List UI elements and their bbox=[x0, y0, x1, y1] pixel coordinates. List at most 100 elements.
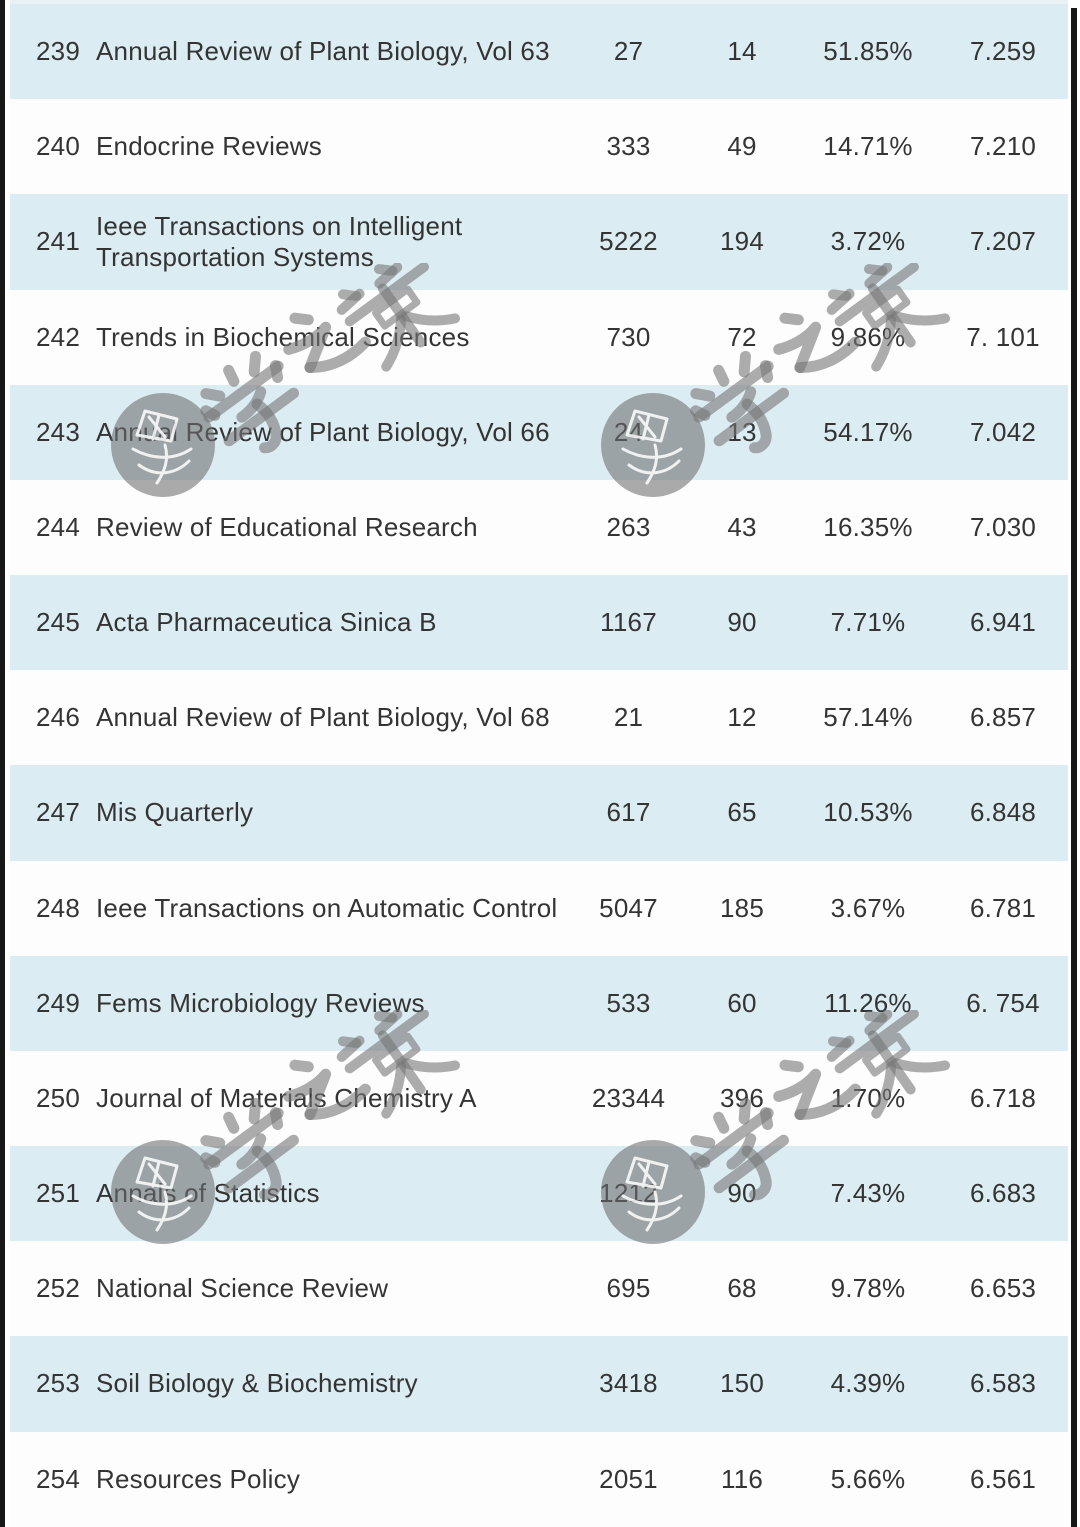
table-row: 242 Trends in Biochemical Sciences 730 72 9.… bbox=[10, 289, 1068, 385]
percent-cell: 7.71% bbox=[830, 607, 906, 638]
score-cell: 6.848 bbox=[969, 797, 1037, 828]
table-row: 252 National Science Review 695 68 9.78% 6.65… bbox=[10, 1241, 1068, 1337]
table-row: 250 Journal of Materials Chemistry A 23344… bbox=[10, 1050, 1068, 1147]
journal-name-cell: Annual Review of Plant Biology, Vol 66 bbox=[96, 416, 550, 447]
score-cell: 7.207 bbox=[969, 226, 1037, 257]
count1-cell: 1212 bbox=[599, 1178, 658, 1209]
journal-name-cell: Mis Quarterly bbox=[96, 797, 254, 828]
rank-cell: 252 bbox=[36, 1273, 80, 1304]
count1-cell: 23344 bbox=[591, 1082, 666, 1113]
count1-cell: 24 bbox=[613, 416, 644, 447]
score-cell: 6.857 bbox=[969, 702, 1037, 733]
journal-name-cell: Review of Educational Research bbox=[96, 511, 478, 542]
percent-cell: 1.70% bbox=[830, 1082, 906, 1113]
rank-cell: 243 bbox=[36, 416, 80, 447]
count1-cell: 333 bbox=[606, 131, 651, 162]
table-row: 253 Soil Biology & Biochemistry 3418 150 4.3… bbox=[10, 1336, 1068, 1432]
rank-cell: 241 bbox=[36, 226, 80, 257]
score-cell: 6.941 bbox=[969, 607, 1037, 638]
rank-cell: 250 bbox=[36, 1082, 80, 1113]
count2-cell: 49 bbox=[727, 131, 757, 162]
journal-name-cell: Journal of Materials Chemistry A bbox=[96, 1082, 477, 1113]
percent-cell: 51.85% bbox=[823, 36, 913, 67]
journal-name-cell: Fems Microbiology Reviews bbox=[96, 987, 425, 1018]
percent-cell: 10.53% bbox=[823, 797, 913, 828]
count2-cell: 185 bbox=[720, 892, 764, 923]
table-row: 254 Resources Policy 2051 116 5.66% 6.561 bbox=[10, 1431, 1068, 1527]
rank-cell: 253 bbox=[36, 1368, 80, 1399]
count2-cell: 60 bbox=[727, 987, 757, 1018]
journal-name-cell: Annual Review of Plant Biology, Vol 63 bbox=[96, 36, 550, 67]
rank-cell: 249 bbox=[36, 987, 80, 1018]
count2-cell: 90 bbox=[727, 1178, 757, 1209]
table-row: 245 Acta Pharmaceutica Sinica B 1167 90 7.71… bbox=[10, 575, 1068, 671]
score-cell: 6.683 bbox=[969, 1178, 1037, 1209]
journal-name-cell: Ieee Transactions on Automatic Control bbox=[96, 892, 558, 923]
score-cell: 7.259 bbox=[969, 36, 1037, 67]
table-row: 251 Annals of Statistics 1212 90 7.43% 6.683 bbox=[10, 1146, 1068, 1242]
table-row: 241 Ieee Transactions on Intelligent Tran… bbox=[10, 194, 1068, 290]
page-border-left bbox=[0, 0, 5, 1527]
count1-cell: 5222 bbox=[599, 226, 658, 257]
percent-cell: 14.71% bbox=[823, 131, 913, 162]
journal-name-cell: Annual Review of Plant Biology, Vol 68 bbox=[96, 702, 550, 733]
count1-cell: 27 bbox=[613, 36, 644, 67]
rank-cell: 254 bbox=[36, 1463, 80, 1494]
count2-cell: 12 bbox=[727, 702, 757, 733]
journal-name-cell: Resources Policy bbox=[96, 1463, 301, 1494]
table-rows: 239 Annual Review of Plant Biology, Vol 6… bbox=[10, 4, 1068, 1527]
percent-cell: 7.43% bbox=[830, 1178, 906, 1209]
count2-cell: 13 bbox=[727, 416, 757, 447]
count1-cell: 730 bbox=[606, 321, 651, 352]
count2-cell: 72 bbox=[727, 321, 757, 352]
table-row: 248 Ieee Transactions on Automatic Contro… bbox=[10, 860, 1068, 956]
percent-cell: 57.14% bbox=[823, 702, 913, 733]
journal-name-cell: Soil Biology & Biochemistry bbox=[96, 1368, 418, 1399]
count2-cell: 68 bbox=[727, 1273, 757, 1304]
page-border-right bbox=[1071, 8, 1077, 1527]
count1-cell: 5047 bbox=[599, 892, 658, 923]
journal-ranking-table: 239 Annual Review of Plant Biology, Vol 6… bbox=[10, 0, 1068, 1527]
score-cell: 7.030 bbox=[969, 511, 1037, 542]
count2-cell: 90 bbox=[727, 607, 757, 638]
table-row: 247 Mis Quarterly 617 65 10.53% 6.848 bbox=[10, 765, 1068, 861]
rank-cell: 239 bbox=[36, 36, 80, 67]
score-cell: 6.718 bbox=[969, 1082, 1037, 1113]
journal-name-cell: National Science Review bbox=[96, 1273, 389, 1304]
table-top-strip bbox=[10, 0, 1068, 4]
count1-cell: 3418 bbox=[599, 1368, 658, 1399]
percent-cell: 9.78% bbox=[830, 1273, 906, 1304]
percent-cell: 3.67% bbox=[830, 892, 906, 923]
rank-cell: 251 bbox=[36, 1178, 80, 1209]
rank-cell: 242 bbox=[36, 321, 80, 352]
rank-cell: 240 bbox=[36, 131, 80, 162]
score-cell: 6.653 bbox=[969, 1273, 1037, 1304]
journal-name-cell: Acta Pharmaceutica Sinica B bbox=[96, 607, 437, 638]
percent-cell: 3.72% bbox=[830, 226, 906, 257]
table-row: 244 Review of Educational Research 263 43 16… bbox=[10, 479, 1068, 576]
percent-cell: 54.17% bbox=[823, 416, 913, 447]
percent-cell: 4.39% bbox=[830, 1368, 906, 1399]
score-cell: 6.583 bbox=[969, 1368, 1037, 1399]
score-cell: 6.781 bbox=[969, 892, 1037, 923]
percent-cell: 16.35% bbox=[823, 511, 913, 542]
score-cell: 7.210 bbox=[969, 131, 1037, 162]
score-cell: 6.561 bbox=[969, 1463, 1037, 1494]
count2-cell: 116 bbox=[720, 1463, 764, 1494]
score-cell: 7.042 bbox=[969, 416, 1037, 447]
table-row: 246 Annual Review of Plant Biology, Vol 6… bbox=[10, 670, 1068, 766]
count2-cell: 14 bbox=[727, 36, 757, 67]
journal-name-cell: Endocrine Reviews bbox=[96, 131, 322, 162]
rank-cell: 244 bbox=[36, 511, 80, 542]
journal-name-cell: Trends in Biochemical Sciences bbox=[96, 321, 470, 352]
count1-cell: 695 bbox=[606, 1273, 651, 1304]
count2-cell: 396 bbox=[720, 1082, 764, 1113]
count1-cell: 617 bbox=[606, 797, 651, 828]
rank-cell: 248 bbox=[36, 892, 80, 923]
count2-cell: 194 bbox=[720, 226, 764, 257]
table-row: 249 Fems Microbiology Reviews 533 60 11.26% 6… bbox=[10, 955, 1068, 1051]
table-row: 243 Annual Review of Plant Biology, Vol 6… bbox=[10, 384, 1068, 480]
count1-cell: 263 bbox=[606, 511, 651, 542]
rank-cell: 246 bbox=[36, 702, 80, 733]
table-row: 240 Endocrine Reviews 333 49 14.71% 7.210 bbox=[10, 99, 1068, 195]
